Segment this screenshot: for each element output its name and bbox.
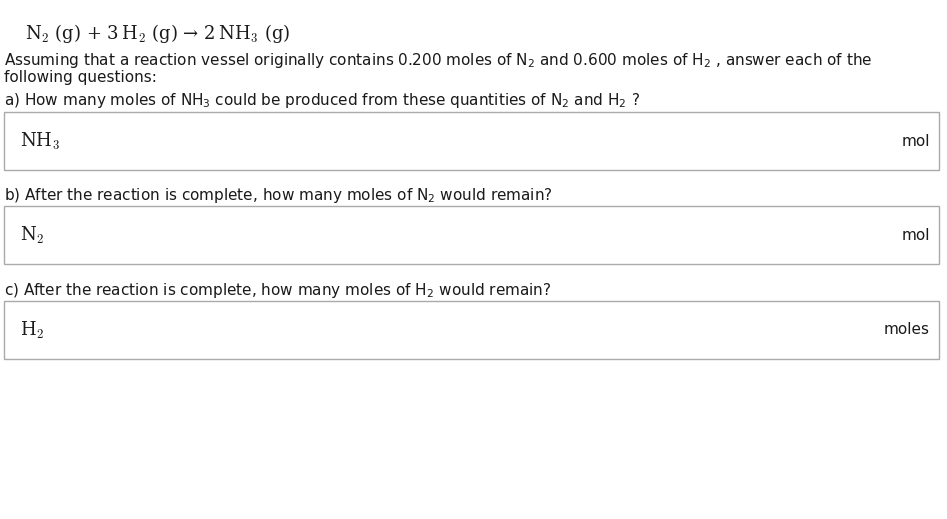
Text: NH$_3$: NH$_3$: [20, 130, 60, 152]
Text: N$_2$: N$_2$: [20, 224, 45, 245]
FancyBboxPatch shape: [4, 206, 939, 264]
FancyBboxPatch shape: [4, 301, 939, 359]
Text: N$_2$ (g) + 3 H$_2$ (g) → 2 NH$_3$ (g): N$_2$ (g) + 3 H$_2$ (g) → 2 NH$_3$ (g): [25, 22, 291, 45]
Text: H$_2$: H$_2$: [20, 320, 45, 340]
Text: b) After the reaction is complete, how many moles of N$_2$ would remain?: b) After the reaction is complete, how m…: [4, 186, 553, 205]
Text: following questions:: following questions:: [4, 70, 157, 85]
Text: mol: mol: [902, 227, 930, 242]
Text: mol: mol: [902, 133, 930, 148]
Text: a) How many moles of NH$_3$ could be produced from these quantities of N$_2$ and: a) How many moles of NH$_3$ could be pro…: [4, 91, 640, 110]
Text: Assuming that a reaction vessel originally contains 0.200 moles of N$_2$ and 0.6: Assuming that a reaction vessel original…: [4, 51, 872, 70]
Text: moles: moles: [884, 322, 930, 337]
FancyBboxPatch shape: [4, 112, 939, 170]
Text: c) After the reaction is complete, how many moles of H$_2$ would remain?: c) After the reaction is complete, how m…: [4, 281, 551, 300]
